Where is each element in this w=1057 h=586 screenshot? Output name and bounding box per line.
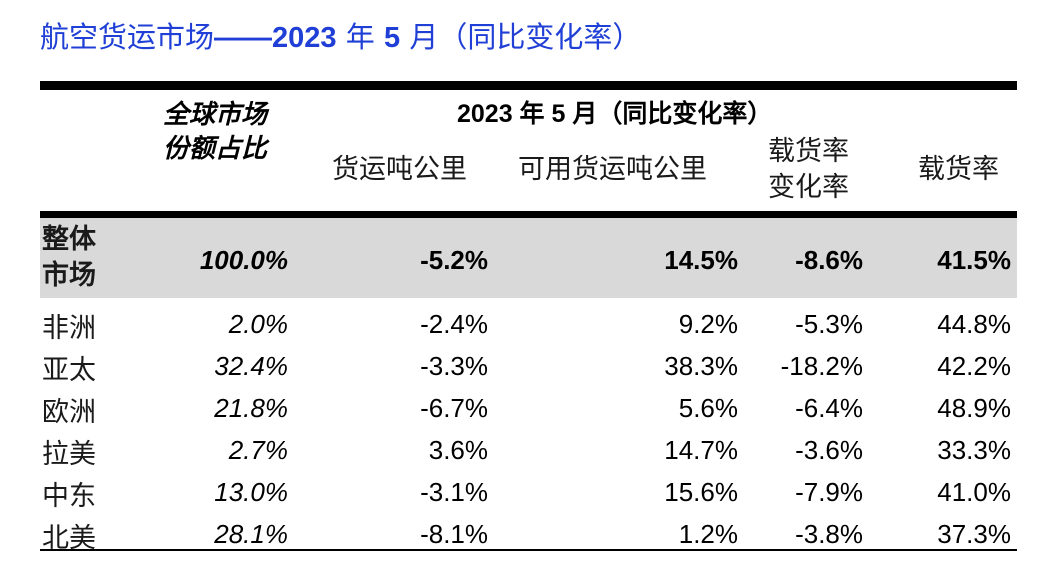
row-region: 拉美 [42, 439, 96, 470]
header-col-lf-change-line2: 变化率 [768, 172, 849, 203]
overall-aftk: 14.5% [664, 245, 738, 275]
row-lf: 48.9% [937, 393, 1011, 423]
table-bottom-rule [40, 549, 1017, 551]
row-share: 32.4% [214, 351, 288, 381]
row-aftk: 14.7% [664, 435, 738, 465]
overall-row [40, 218, 1017, 298]
row-lf-change: -7.9% [795, 477, 863, 507]
overall-region-line2: 市场 [42, 260, 96, 291]
row-lf: 33.3% [937, 435, 1011, 465]
header-col-lf-change-line1: 载货率 [768, 136, 849, 167]
row-lf: 37.3% [937, 519, 1011, 549]
overall-lf: 41.5% [937, 245, 1011, 275]
row-aftk: 38.3% [664, 351, 738, 381]
row-region: 亚太 [42, 355, 96, 386]
row-aftk: 15.6% [664, 477, 738, 507]
row-ftk: -3.1% [420, 477, 488, 507]
header-share-line1: 全球市场 [163, 100, 268, 130]
row-ftk: -3.3% [420, 351, 488, 381]
row-share: 2.0% [228, 309, 288, 339]
table-top-rule [40, 81, 1017, 90]
row-region: 欧洲 [42, 397, 96, 428]
header-group-label: 2023 年 5 月（同比变化率） [457, 100, 773, 128]
row-share: 28.1% [214, 519, 288, 549]
row-share: 2.7% [228, 435, 288, 465]
row-lf-change: -6.4% [795, 393, 863, 423]
header-col-ftk: 货运吨公里 [332, 154, 467, 185]
page-title: 航空货运市场——2023 年 5 月（同比变化率） [40, 14, 641, 56]
row-ftk: -2.4% [420, 309, 488, 339]
row-share: 13.0% [214, 477, 288, 507]
overall-region-line1: 整体 [42, 224, 96, 255]
row-ftk: -6.7% [420, 393, 488, 423]
row-share: 21.8% [214, 393, 288, 423]
row-lf-change: -3.8% [795, 519, 863, 549]
title-prefix: 航空货运市场 [40, 20, 215, 54]
overall-share: 100.0% [199, 245, 288, 275]
overall-ftk: -5.2% [420, 245, 488, 275]
row-ftk: 3.6% [428, 435, 488, 465]
row-lf-change: -18.2% [780, 351, 863, 381]
title-year: 2023 [272, 22, 337, 54]
header-col-lf: 载货率 [918, 154, 999, 185]
overall-region: 整体 市场 [42, 222, 96, 294]
header-bottom-rule [40, 211, 1017, 218]
title-month: 5 [383, 22, 401, 54]
title-yue: 月（同比变化率） [409, 20, 642, 54]
row-lf: 41.0% [937, 477, 1011, 507]
header-share: 全球市场 份额占比 [163, 98, 267, 166]
title-nian: 年 [345, 20, 375, 54]
row-region: 中东 [42, 481, 96, 512]
header-col-aftk: 可用货运吨公里 [518, 154, 707, 185]
header-share-line2: 份额占比 [163, 134, 268, 164]
title-dashes: —— [214, 22, 273, 54]
row-aftk: 5.6% [678, 393, 738, 423]
row-lf: 44.8% [937, 309, 1011, 339]
row-region: 北美 [42, 523, 96, 554]
overall-lf-change: -8.6% [795, 245, 863, 275]
row-ftk: -8.1% [420, 519, 488, 549]
row-lf: 42.2% [937, 351, 1011, 381]
row-lf-change: -5.3% [795, 309, 863, 339]
row-lf-change: -3.6% [795, 435, 863, 465]
row-region: 非洲 [42, 313, 96, 344]
row-aftk: 1.2% [678, 519, 738, 549]
row-aftk: 9.2% [678, 309, 738, 339]
header-col-lf-change: 载货率 变化率 [768, 134, 849, 206]
